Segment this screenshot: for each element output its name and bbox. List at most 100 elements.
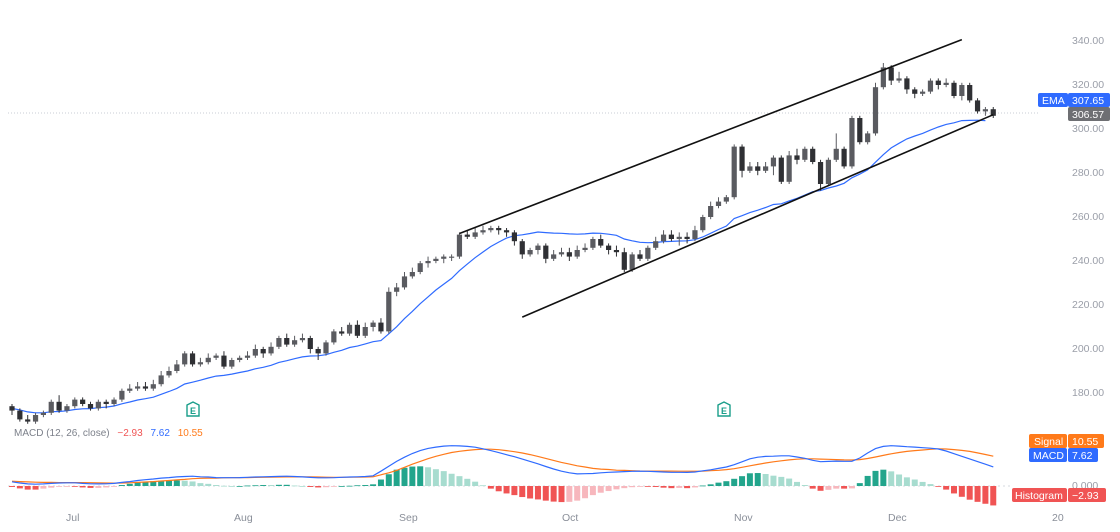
histogram-bar	[32, 486, 39, 490]
trend-line-lower[interactable]	[521, 113, 994, 318]
histogram-tag-value: −2.93	[1072, 490, 1099, 502]
candle	[488, 225, 494, 233]
histogram-bar	[260, 485, 267, 486]
candle	[888, 65, 894, 85]
histogram-bar	[684, 486, 691, 489]
earnings-marker[interactable]: E	[186, 401, 200, 417]
candle	[205, 353, 211, 365]
histogram-bar	[16, 486, 23, 489]
histogram-bar	[95, 486, 102, 488]
candle	[72, 397, 78, 409]
candle	[959, 82, 965, 101]
histogram-bar	[519, 486, 526, 498]
histogram-tag-label: Histogram	[1015, 490, 1063, 502]
histogram-bar	[409, 466, 416, 486]
histogram-bar	[173, 480, 180, 486]
histogram-bar	[911, 479, 918, 486]
histogram-bar	[40, 486, 47, 489]
histogram-bar	[275, 484, 282, 486]
histogram-layer	[9, 466, 997, 506]
histogram-bar	[299, 486, 306, 487]
candles-layer	[9, 63, 996, 424]
candle	[904, 76, 910, 94]
candle	[417, 261, 423, 275]
histogram-bar	[582, 486, 589, 499]
histogram-bar	[550, 486, 557, 502]
candle	[755, 162, 761, 176]
candle	[747, 162, 753, 173]
histogram-bar	[213, 485, 220, 486]
candle	[896, 71, 902, 83]
candle	[87, 401, 94, 411]
histogram-bar	[377, 479, 384, 486]
candle	[378, 318, 384, 334]
candle	[731, 144, 737, 200]
trend-line-upper[interactable]	[459, 38, 963, 235]
candle	[606, 243, 612, 255]
histogram-bar	[527, 486, 534, 499]
ema-line	[11, 119, 986, 414]
macd-tag-label: MACD	[1033, 450, 1064, 462]
histogram-bar	[393, 469, 400, 486]
candle	[551, 250, 557, 261]
candle	[142, 382, 149, 391]
histogram-bar	[990, 486, 997, 506]
histogram-bar	[9, 486, 15, 487]
histogram-bar	[958, 486, 965, 497]
candle	[676, 232, 682, 246]
histogram-bar	[676, 486, 683, 488]
candle	[660, 230, 667, 244]
histogram-bar	[817, 486, 824, 491]
candle	[197, 357, 203, 367]
last-price-tag: 306.57	[1068, 107, 1110, 121]
histogram-bar	[181, 480, 188, 486]
macd-legend-macd: 7.62	[150, 428, 170, 439]
candle	[150, 379, 156, 391]
histogram-bar	[746, 473, 753, 486]
candle	[17, 408, 23, 422]
histogram-bar	[896, 474, 903, 486]
histogram-bar	[307, 486, 314, 487]
candle	[708, 201, 714, 220]
histogram-tag: Histogram −2.93	[1012, 488, 1106, 502]
x-tick: Sep	[399, 512, 418, 524]
trend-channel-layer[interactable]	[459, 38, 994, 318]
histogram-bar	[244, 485, 251, 487]
histogram-bar	[401, 467, 408, 486]
candle	[362, 322, 368, 338]
candle	[943, 78, 949, 88]
candle	[496, 225, 502, 235]
histogram-bar	[189, 481, 196, 486]
candle	[111, 397, 117, 407]
histogram-bar	[809, 486, 816, 489]
candle	[323, 340, 329, 356]
histogram-bar	[856, 483, 863, 486]
x-tick: Dec	[888, 512, 907, 524]
histogram-bar	[801, 485, 808, 486]
histogram-bar	[220, 485, 227, 487]
candle	[935, 78, 941, 90]
macd-line	[11, 445, 994, 485]
histogram-bar	[283, 484, 290, 486]
candle	[621, 247, 627, 272]
candle	[582, 243, 588, 253]
candle	[95, 399, 101, 411]
candle	[260, 346, 266, 358]
candle	[40, 410, 46, 418]
histogram-bar	[770, 475, 777, 486]
histogram-bar	[346, 485, 353, 487]
candle	[912, 87, 918, 99]
y-tick: 260.00	[1072, 211, 1104, 223]
candle	[56, 395, 62, 413]
candle	[25, 415, 31, 424]
candle	[182, 351, 188, 367]
earnings-marker[interactable]: E	[717, 401, 731, 417]
histogram-bar	[456, 476, 463, 486]
candle	[590, 236, 596, 250]
earnings-marker-label: E	[721, 406, 727, 416]
histogram-bar	[951, 486, 957, 494]
candle	[503, 228, 510, 237]
candle	[810, 146, 816, 165]
